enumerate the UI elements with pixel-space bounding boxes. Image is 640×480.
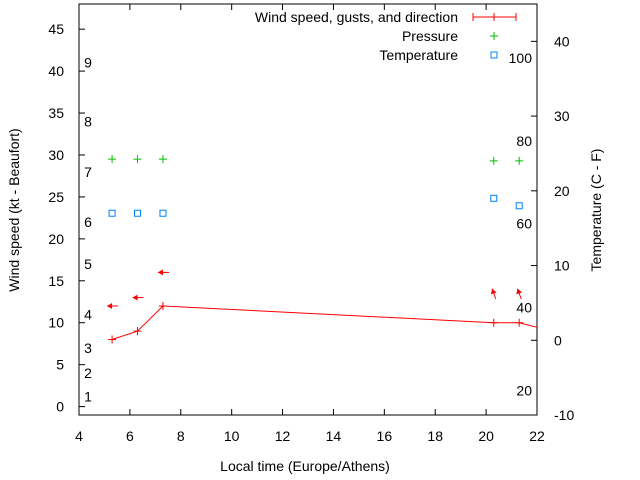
legend-label-wind: Wind speed, gusts, and direction (255, 9, 458, 25)
fahrenheit-label: 40 (516, 299, 532, 315)
y-tick-label: 0 (56, 399, 64, 415)
y2-tick-label: 20 (554, 183, 570, 199)
wind-speed-point (158, 301, 167, 310)
beaufort-label: 1 (84, 389, 92, 405)
x-tick-label: 14 (326, 428, 342, 444)
beaufort-label: 9 (84, 55, 92, 71)
arrow-head (107, 302, 113, 309)
fahrenheit-label: 20 (516, 382, 532, 398)
wind-speed-point (489, 318, 498, 327)
beaufort-label: 8 (84, 113, 92, 129)
x-tick-label: 22 (529, 428, 545, 444)
legend-swatch-wind (472, 13, 517, 21)
x-tick-label: 16 (377, 428, 393, 444)
wind-direction-arrow (516, 288, 523, 300)
wind-speed-point (133, 327, 142, 336)
y-tick-label: 35 (48, 105, 64, 121)
legend-label-pressure: Pressure (402, 28, 458, 44)
pressure-point (158, 155, 167, 164)
y2-tick-label: -10 (554, 407, 574, 423)
y-tick-label: 30 (48, 147, 64, 163)
fahrenheit-label: 60 (516, 216, 532, 232)
arrow-head (157, 269, 163, 276)
y-tick-label: 45 (48, 21, 64, 37)
y2-tick-label: 40 (554, 33, 570, 49)
pressure-point (133, 155, 142, 164)
y2-axis-label: Temperature (C - F) (588, 149, 604, 272)
x-tick-label: 6 (126, 428, 134, 444)
x-tick-label: 18 (427, 428, 443, 444)
arrow-head (490, 288, 497, 295)
temperature-point (108, 209, 116, 217)
y2-tick-label: 10 (554, 258, 570, 274)
pressure-point (108, 155, 117, 164)
y-tick-label: 15 (48, 273, 64, 289)
wind-direction-arrow (107, 302, 119, 309)
plot-frame (78, 3, 538, 416)
beaufort-label: 2 (84, 365, 92, 381)
y-axis-label: Wind speed (kt - Beaufort) (6, 128, 22, 291)
fahrenheit-label: 80 (516, 133, 532, 149)
wind-speed-point (515, 318, 524, 327)
beaufort-label: 3 (84, 340, 92, 356)
x-tick-label: 8 (177, 428, 185, 444)
x-tick-label: 12 (275, 428, 291, 444)
beaufort-label: 7 (84, 164, 92, 180)
y-tick-label: 20 (48, 231, 64, 247)
beaufort-label: 5 (84, 256, 92, 272)
wind-speed-point (108, 335, 117, 344)
y2-tick-label: 30 (554, 108, 570, 124)
temperature-point (159, 209, 167, 217)
pressure-point (515, 156, 524, 165)
temperature-point (134, 209, 142, 217)
legend-swatch-temperature (490, 51, 498, 59)
beaufort-label: 6 (84, 214, 92, 230)
y-tick-label: 10 (48, 315, 64, 331)
legend-swatch-pressure (490, 32, 498, 40)
x-tick-label: 20 (478, 428, 494, 444)
wind-direction-arrow (157, 269, 169, 276)
pressure-point (489, 156, 498, 165)
x-axis-label: Local time (Europe/Athens) (220, 458, 390, 474)
y-tick-label: 40 (48, 63, 64, 79)
arrow-head (516, 288, 523, 295)
wind-direction-arrow (490, 288, 497, 300)
x-tick-label: 4 (75, 428, 83, 444)
arrow-head (132, 294, 138, 301)
fahrenheit-label: 100 (509, 50, 533, 66)
legend-label-temperature: Temperature (379, 47, 458, 63)
x-tick-label: 10 (224, 428, 240, 444)
y-tick-label: 25 (48, 189, 64, 205)
y-tick-label: 5 (56, 357, 64, 373)
temperature-point (515, 202, 523, 210)
temperature-point (490, 194, 498, 202)
wind-speed-line (111, 305, 537, 340)
wind-direction-arrow (132, 294, 144, 301)
y2-tick-label: 0 (554, 332, 562, 348)
beaufort-label: 4 (84, 306, 92, 322)
